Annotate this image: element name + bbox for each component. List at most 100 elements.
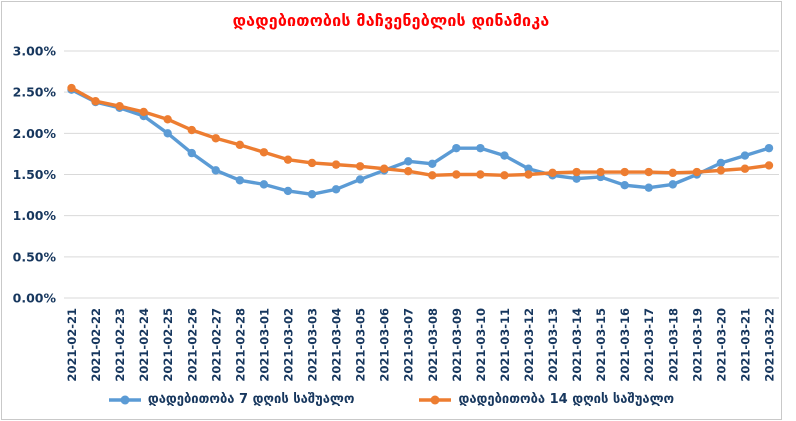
chart-title: დადებითობის მაჩვენებლის დინამიკა bbox=[232, 11, 550, 30]
series-line-7day bbox=[69, 87, 771, 196]
x-axis-label: 2021-03-10 bbox=[474, 308, 488, 382]
x-axis-label: 2021-02-27 bbox=[209, 308, 223, 382]
data-point bbox=[764, 161, 774, 170]
data-point bbox=[644, 167, 653, 177]
data-point bbox=[355, 162, 365, 171]
data-point bbox=[596, 167, 605, 177]
data-point bbox=[187, 148, 196, 158]
data-point bbox=[235, 176, 245, 185]
x-axis-label: 2021-03-16 bbox=[618, 308, 632, 382]
data-point bbox=[524, 170, 533, 179]
data-point bbox=[452, 143, 461, 153]
data-point bbox=[283, 155, 293, 164]
y-axis-label: 0.00% bbox=[13, 291, 57, 306]
y-axis-label: 1.50% bbox=[13, 167, 57, 182]
y-axis-label: 3.00% bbox=[13, 44, 57, 59]
data-point bbox=[404, 157, 413, 166]
x-axis-label: 2021-03-21 bbox=[738, 308, 752, 382]
legend-label-14day: დადებითობა 14 დღის საშუალო bbox=[458, 392, 675, 407]
data-point bbox=[379, 164, 389, 173]
data-point bbox=[331, 185, 341, 194]
x-axis-label: 2021-03-04 bbox=[330, 308, 344, 382]
data-point bbox=[740, 164, 750, 173]
data-point bbox=[187, 125, 196, 135]
data-point bbox=[740, 151, 750, 160]
x-axis-label: 2021-02-25 bbox=[161, 308, 175, 382]
data-point bbox=[307, 190, 317, 199]
data-point bbox=[716, 158, 726, 168]
x-axis-label: 2021-03-11 bbox=[498, 308, 512, 382]
legend-marker-14day-icon bbox=[419, 395, 452, 404]
data-point bbox=[668, 180, 677, 189]
x-axis-label: 2021-03-18 bbox=[666, 308, 680, 382]
x-axis-label: 2021-02-21 bbox=[65, 308, 79, 382]
data-point bbox=[163, 129, 172, 138]
x-axis-label: 2021-03-20 bbox=[714, 308, 728, 382]
data-point bbox=[572, 167, 581, 177]
legend-label-7day: დადებითობა 7 დღის საშუალო bbox=[147, 392, 355, 407]
data-point bbox=[163, 115, 172, 124]
data-point bbox=[524, 164, 533, 173]
chart-legend: დადებითობა 7 დღის საშუალო დადებითობა 14 … bbox=[0, 392, 782, 407]
data-point bbox=[452, 170, 461, 179]
x-axis-label: 2021-02-23 bbox=[113, 308, 127, 382]
y-axis-label: 2.50% bbox=[13, 85, 57, 100]
data-point bbox=[692, 167, 702, 177]
data-point bbox=[644, 183, 653, 192]
data-point bbox=[500, 171, 509, 180]
data-point bbox=[500, 151, 509, 160]
data-point bbox=[139, 107, 148, 117]
x-axis-label: 2021-03-17 bbox=[642, 308, 656, 382]
x-axis-label: 2021-03-08 bbox=[426, 308, 440, 382]
x-axis-label: 2021-03-02 bbox=[281, 308, 295, 382]
legend-item-7day: დადებითობა 7 დღის საშუალო bbox=[108, 392, 355, 407]
x-axis-label: 2021-03-09 bbox=[450, 308, 464, 382]
x-axis-label: 2021-03-22 bbox=[763, 308, 777, 382]
data-point bbox=[404, 167, 413, 176]
data-point bbox=[211, 134, 221, 143]
y-axis-label: 2.00% bbox=[13, 126, 57, 141]
y-axis-label: 0.50% bbox=[13, 249, 57, 264]
x-axis-label: 2021-02-22 bbox=[89, 308, 103, 382]
x-axis-label: 2021-03-03 bbox=[306, 308, 320, 382]
data-point bbox=[668, 168, 677, 178]
x-axis-label: 2021-03-14 bbox=[570, 308, 584, 382]
data-point bbox=[283, 186, 293, 196]
y-axis-label: 1.00% bbox=[13, 208, 57, 223]
data-point bbox=[331, 160, 341, 169]
data-point bbox=[428, 159, 437, 168]
data-point bbox=[476, 170, 485, 179]
x-axis-label: 2021-03-05 bbox=[354, 308, 368, 382]
x-axis-label: 2021-03-19 bbox=[690, 308, 704, 382]
data-point bbox=[211, 166, 221, 175]
data-point bbox=[716, 166, 726, 175]
x-axis-label: 2021-03-01 bbox=[257, 308, 271, 382]
data-point bbox=[548, 168, 557, 178]
x-axis-label: 2021-02-26 bbox=[185, 308, 199, 382]
x-axis-label: 2021-03-15 bbox=[594, 308, 608, 382]
data-point bbox=[355, 175, 365, 184]
x-axis-label: 2021-03-13 bbox=[546, 308, 560, 382]
data-point bbox=[476, 143, 485, 153]
data-point bbox=[307, 158, 317, 168]
x-axis-label: 2021-03-12 bbox=[522, 308, 536, 382]
data-point bbox=[428, 171, 437, 180]
legend-item-14day: დადებითობა 14 დღის საშუალო bbox=[418, 392, 674, 407]
data-point bbox=[572, 174, 581, 183]
data-point bbox=[259, 180, 269, 189]
x-axis-label: 2021-02-28 bbox=[233, 308, 247, 382]
data-point bbox=[115, 101, 124, 111]
data-point bbox=[764, 143, 774, 153]
data-point bbox=[67, 83, 76, 93]
data-point bbox=[259, 148, 269, 157]
x-axis-label: 2021-03-06 bbox=[378, 308, 392, 382]
data-point bbox=[91, 97, 100, 106]
data-point bbox=[620, 181, 629, 190]
data-point bbox=[620, 167, 629, 177]
legend-marker-7day-icon bbox=[108, 395, 141, 404]
x-axis-label: 2021-02-24 bbox=[137, 308, 151, 382]
data-point bbox=[235, 140, 245, 150]
x-axis-label: 2021-03-07 bbox=[402, 308, 416, 382]
